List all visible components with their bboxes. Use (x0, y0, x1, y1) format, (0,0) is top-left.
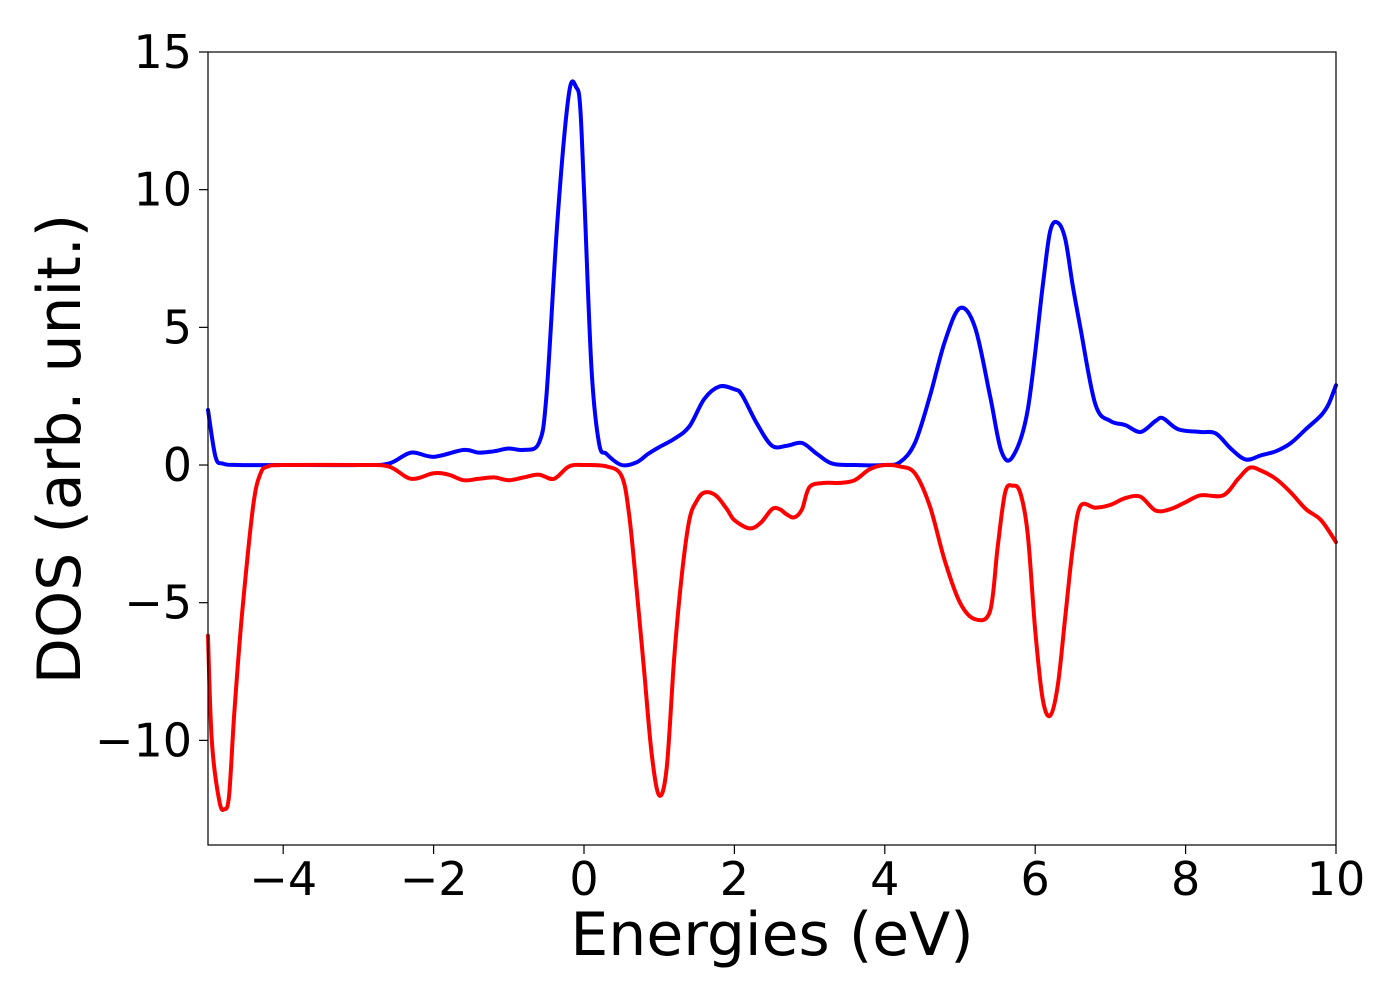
x-tick-label: 10 (1307, 852, 1366, 906)
x-tick-label: −4 (249, 852, 317, 906)
y-axis: −10 −5 0 5 10 15 (95, 25, 208, 767)
y-axis-label: DOS (arb. unit.) (25, 214, 95, 684)
x-axis-label: Energies (eV) (570, 900, 973, 970)
x-tick-label: 6 (1021, 852, 1050, 906)
y-tick-label: −10 (95, 713, 192, 767)
y-tick-label: 10 (133, 163, 192, 217)
y-tick-label: 0 (163, 438, 192, 492)
x-tick-label: 0 (569, 852, 598, 906)
x-tick-label: 2 (720, 852, 749, 906)
y-tick-label: 5 (163, 300, 192, 354)
x-tick-label: −2 (400, 852, 468, 906)
plot-area (206, 79, 1338, 812)
series-line-red (206, 462, 1338, 812)
plot-frame (207, 51, 1337, 846)
series-line-blue (206, 79, 1338, 468)
x-tick-label: 4 (870, 852, 899, 906)
x-tick-label: 8 (1171, 852, 1200, 906)
y-tick-label: −5 (124, 576, 192, 630)
y-tick-label: 15 (133, 25, 192, 79)
x-axis: −4 −2 0 2 4 6 8 10 (249, 845, 1365, 906)
